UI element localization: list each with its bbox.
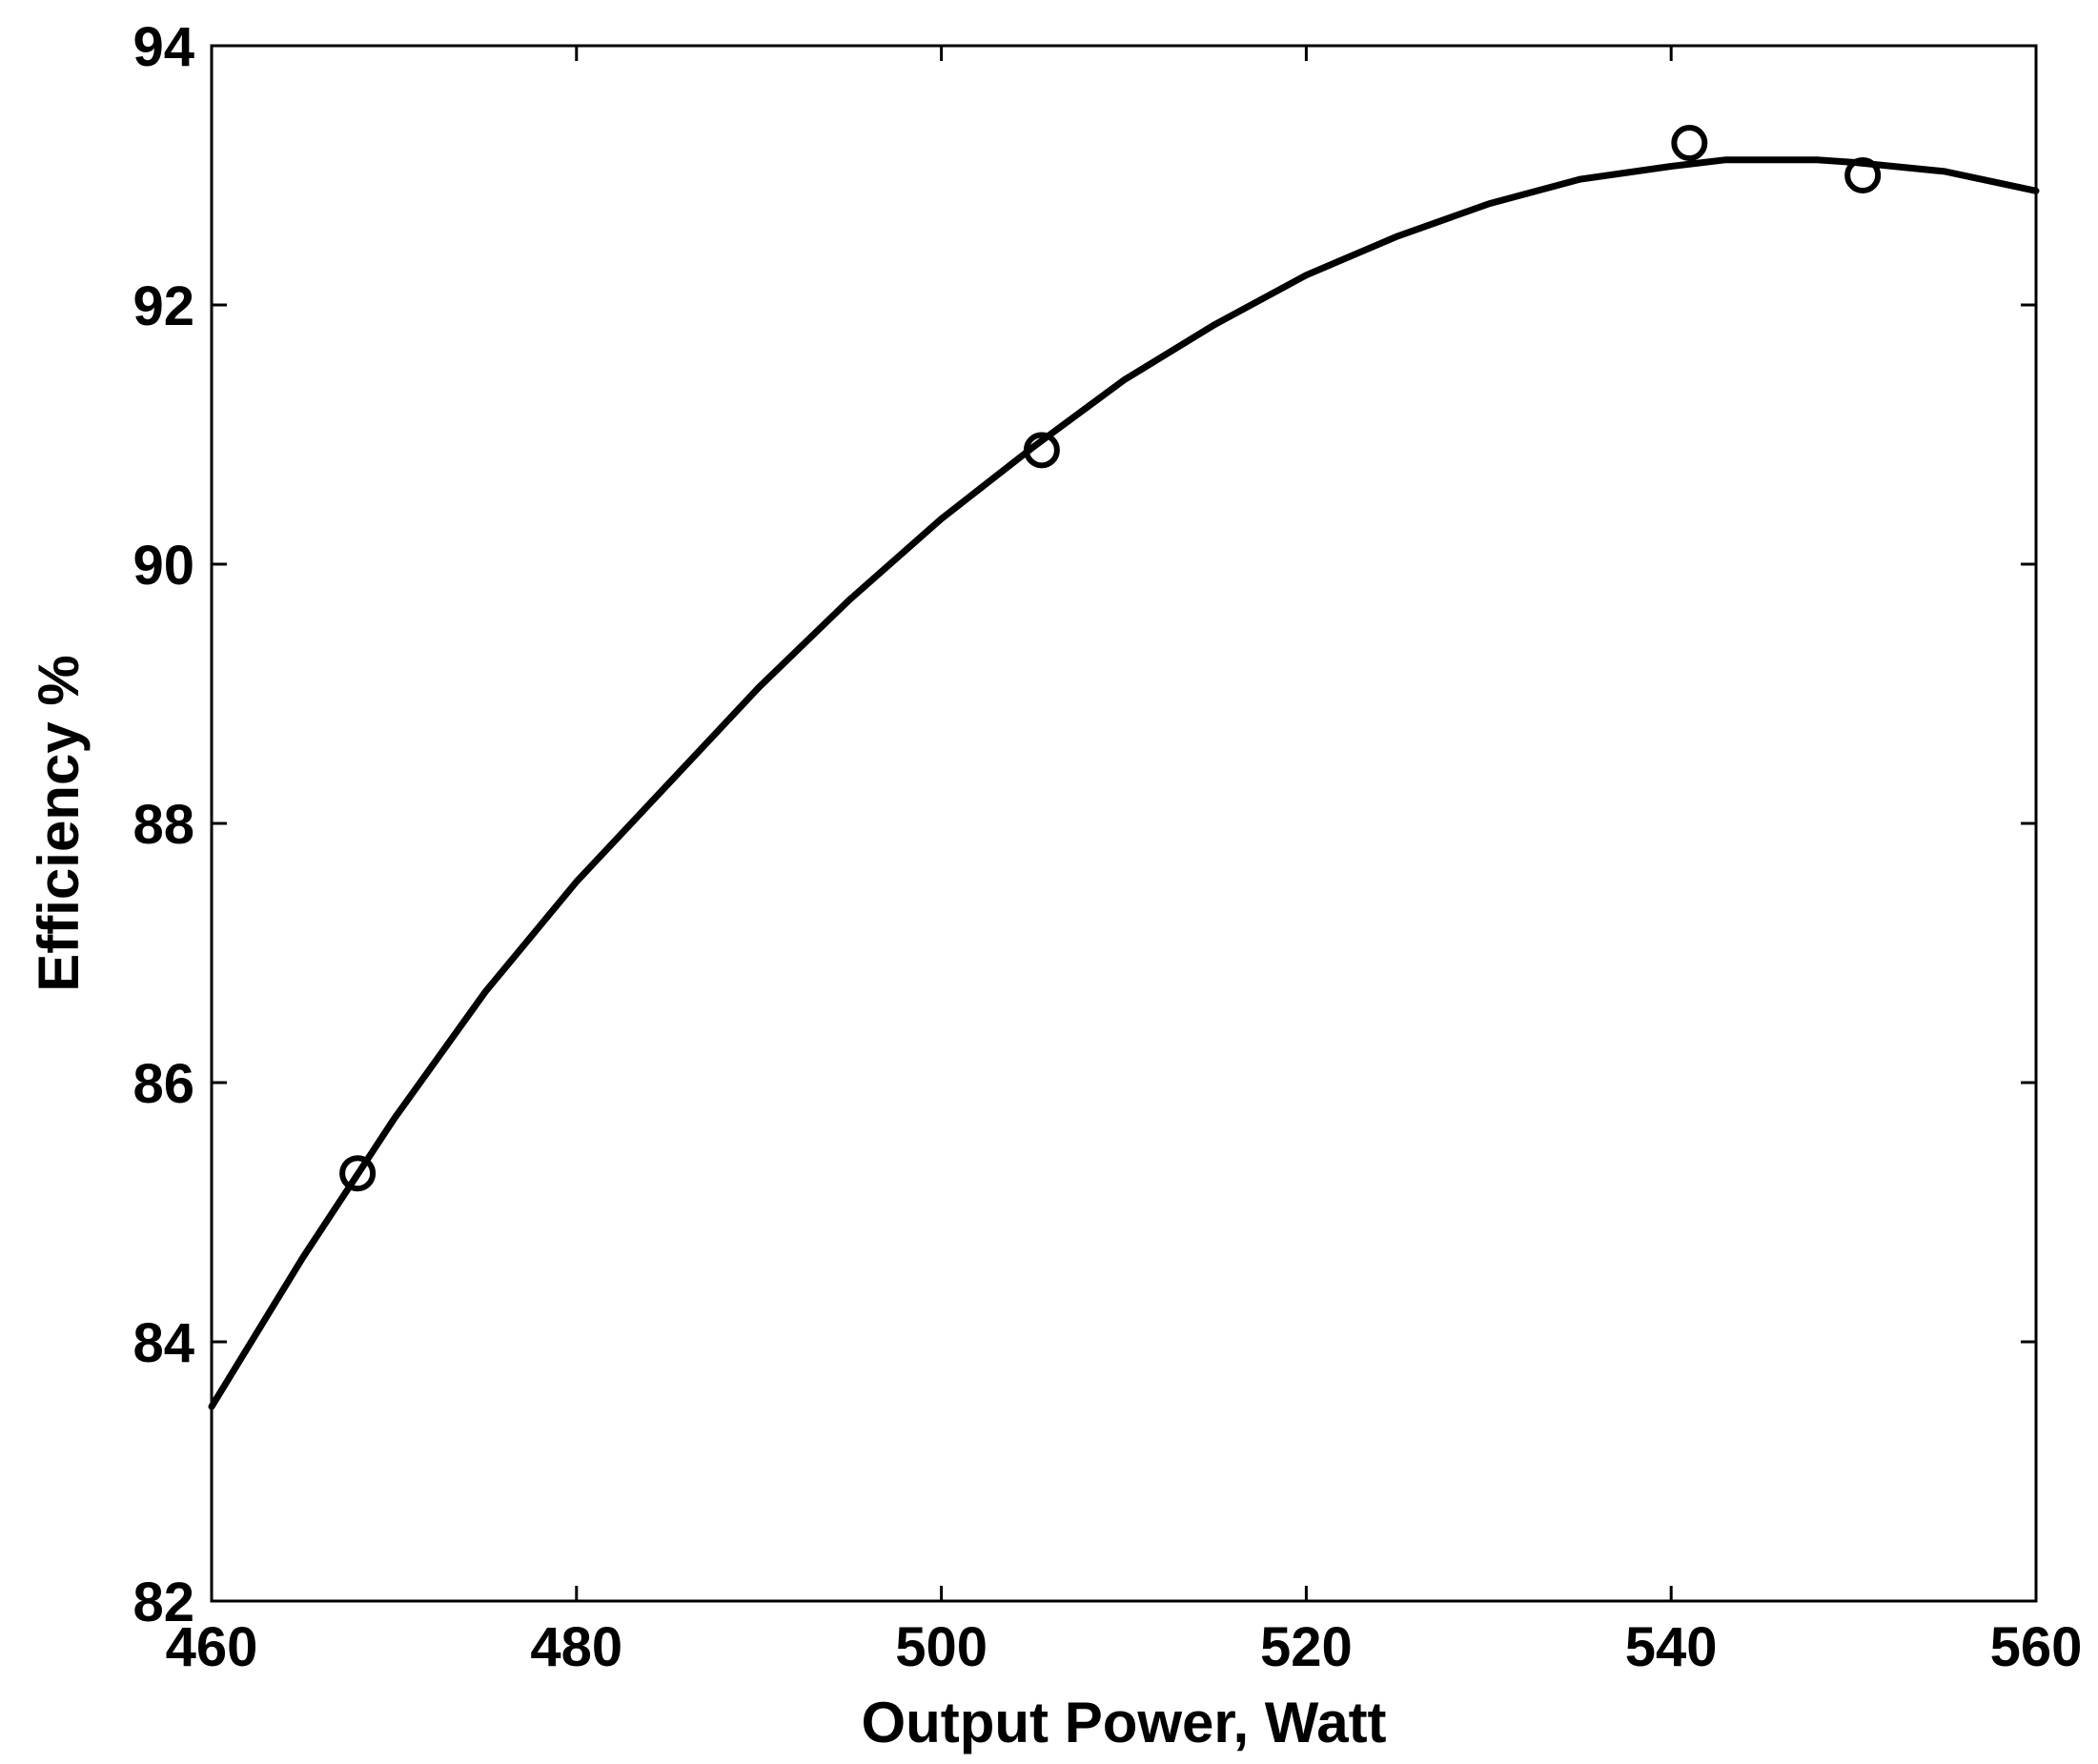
y-tick-label: 94 (132, 16, 194, 78)
axis-ticks (210, 44, 2038, 1603)
x-tick-label: 500 (895, 1616, 988, 1678)
y-tick-label: 88 (132, 794, 194, 856)
data-point-marker (1844, 157, 1882, 193)
x-tick-label: 480 (530, 1616, 622, 1678)
x-tick-label: 520 (1260, 1616, 1353, 1678)
data-point-marker (1671, 125, 1708, 161)
series-layer (208, 125, 2040, 1410)
y-tick-label: 84 (132, 1312, 194, 1374)
data-point-marker (339, 1155, 377, 1192)
efficiency-curve (208, 156, 2040, 1410)
y-axis-label: Efficiency % (27, 655, 91, 991)
tick-labels: 460 480 500 520 540 560 82 84 86 88 90 92 94 (132, 16, 2082, 1678)
y-tick-label: 90 (132, 535, 194, 597)
x-axis-label: Output Power, Watt (861, 1691, 1386, 1754)
y-tick-label: 82 (132, 1571, 194, 1633)
y-tick-label: 86 (132, 1053, 194, 1115)
plot-area (210, 44, 2038, 1603)
x-tick-label: 540 (1625, 1616, 1718, 1678)
data-point-marker (1023, 432, 1060, 469)
x-tick-label: 560 (1990, 1616, 2083, 1678)
x-tick-label: 460 (166, 1616, 258, 1678)
y-tick-label: 92 (132, 275, 194, 337)
